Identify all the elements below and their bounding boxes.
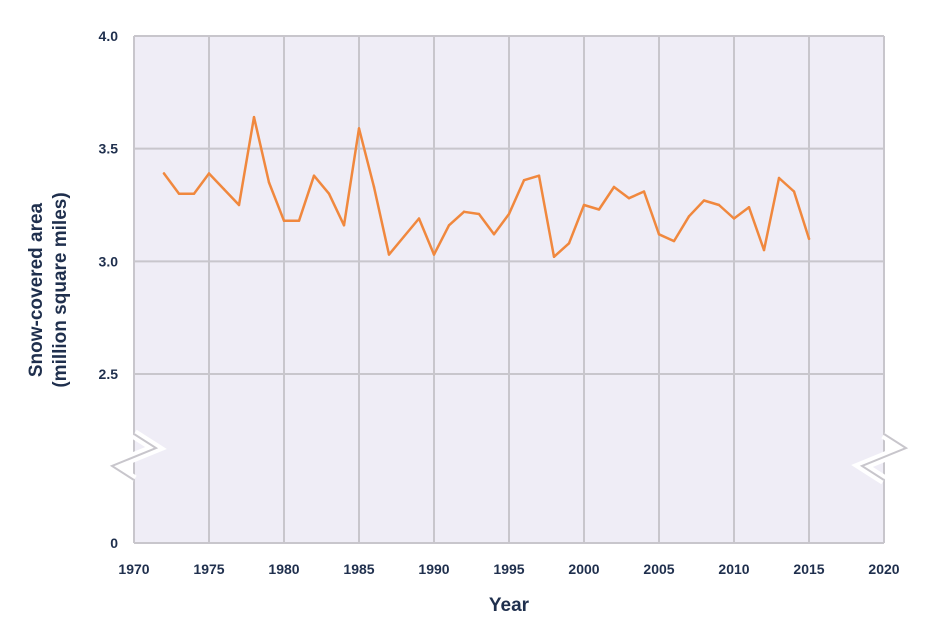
axis-break-left <box>109 433 159 481</box>
data-point-1974 <box>192 192 196 195</box>
y-tick-label-2.5: 2.5 <box>99 366 119 382</box>
data-point-2004 <box>642 190 646 193</box>
data-point-1990 <box>432 253 436 256</box>
data-point-1989 <box>417 217 421 220</box>
series-group <box>162 115 811 259</box>
data-point-1994 <box>492 233 496 236</box>
data-point-2009 <box>717 203 721 207</box>
data-point-1975 <box>207 172 211 175</box>
data-point-1982 <box>312 174 316 177</box>
data-point-1997 <box>537 174 541 177</box>
y-tick-label-3.0: 3.0 <box>99 253 119 269</box>
x-tick-label-2005: 2005 <box>643 561 674 577</box>
data-point-1992 <box>462 210 466 213</box>
data-point-1979 <box>267 181 271 184</box>
axis-break-marks <box>101 429 917 485</box>
y-tick-label-4.0: 4.0 <box>99 28 119 44</box>
x-tick-label-2015: 2015 <box>793 561 824 577</box>
data-point-1998 <box>552 255 556 259</box>
data-point-2000 <box>582 203 586 207</box>
data-point-1973 <box>177 192 181 195</box>
data-point-1985 <box>357 127 361 130</box>
data-point-2012 <box>762 248 766 252</box>
x-tick-label-1975: 1975 <box>193 561 224 577</box>
data-point-1988 <box>402 235 406 238</box>
y-tick-label-3.5: 3.5 <box>99 141 119 157</box>
axis-break-right <box>859 433 909 481</box>
data-point-2011 <box>747 206 751 209</box>
y-tick-label-0: 0 <box>110 535 118 551</box>
y-axis-title-line2: (million square miles) <box>50 192 71 387</box>
series-line-0 <box>162 115 811 259</box>
x-tick-label-2020: 2020 <box>868 561 899 577</box>
y-axis-title-line1: Snow-covered area <box>26 202 47 377</box>
x-tick-label-2000: 2000 <box>568 561 599 577</box>
data-point-2005 <box>657 233 661 236</box>
data-point-1996 <box>522 179 526 182</box>
data-point-2001 <box>597 208 601 211</box>
data-point-2002 <box>612 185 616 189</box>
y-tick-labels: 4.0 3.5 3.0 2.5 0 <box>99 28 119 551</box>
data-point-1984 <box>342 224 346 227</box>
data-point-1987 <box>387 253 391 256</box>
data-point-2014 <box>792 190 796 193</box>
data-point-1999 <box>567 242 571 245</box>
data-point-2007 <box>687 215 691 218</box>
x-axis-title: Year <box>489 595 530 616</box>
data-point-2010 <box>732 217 736 220</box>
data-point-1972 <box>162 172 166 175</box>
data-point-1991 <box>447 224 451 227</box>
x-tick-label-1985: 1985 <box>343 561 374 577</box>
data-point-2015 <box>807 237 811 240</box>
data-point-1995 <box>507 212 511 216</box>
data-point-1983 <box>327 192 331 195</box>
data-point-1993 <box>477 212 481 216</box>
x-tick-label-2010: 2010 <box>718 561 749 577</box>
data-point-2013 <box>777 176 781 180</box>
data-point-1981 <box>297 219 301 222</box>
data-point-1978 <box>252 115 256 119</box>
x-tick-labels: 1970 1975 1980 1985 1990 1995 2000 2005 2010 2015… <box>118 561 899 577</box>
data-point-1976 <box>222 188 226 191</box>
data-point-2008 <box>702 199 706 202</box>
x-tick-label-1995: 1995 <box>493 561 524 577</box>
data-point-2006 <box>672 239 676 243</box>
data-point-1980 <box>282 219 286 222</box>
x-tick-label-1970: 1970 <box>118 561 149 577</box>
y-axis-title: Snow-covered area (million square miles) <box>26 192 71 387</box>
data-point-1986 <box>372 185 376 189</box>
data-point-1977 <box>237 203 241 207</box>
data-point-2003 <box>627 197 631 200</box>
x-tick-label-1990: 1990 <box>418 561 449 577</box>
x-tick-label-1980: 1980 <box>268 561 299 577</box>
